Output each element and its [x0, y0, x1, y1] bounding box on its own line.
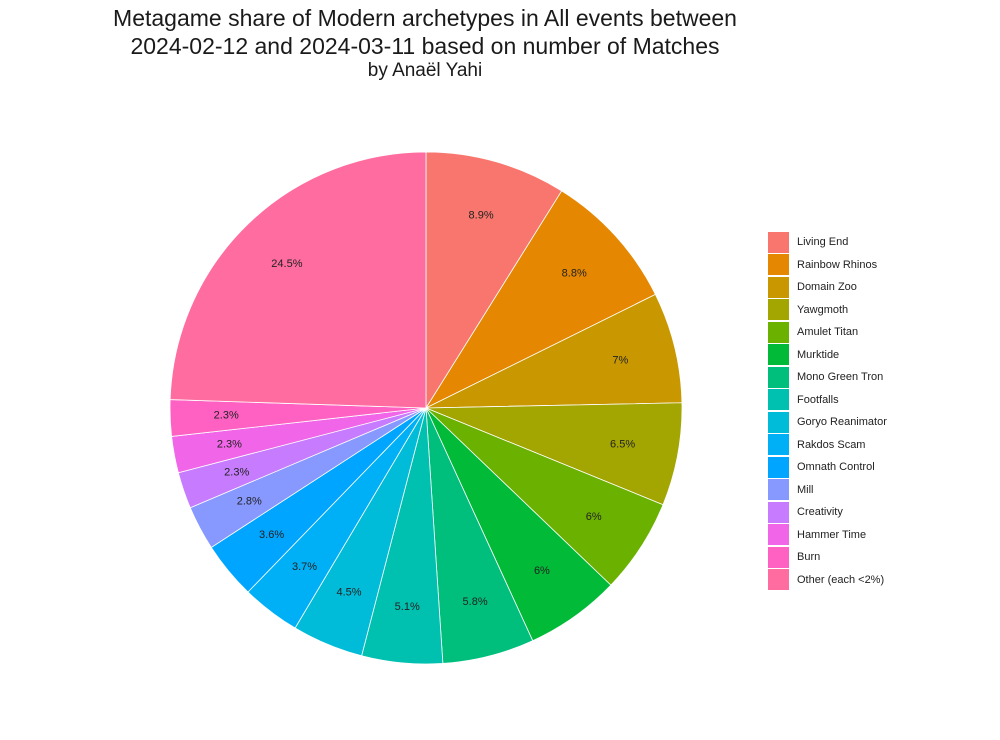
legend-item: Mono Green Tron [768, 366, 887, 389]
legend-item: Mill [768, 479, 887, 502]
chart-title: Metagame share of Modern archetypes in A… [0, 4, 850, 60]
legend-swatch [768, 411, 789, 433]
legend-swatch [768, 569, 789, 591]
slice-label-5: 6% [534, 565, 550, 577]
slice-label-7: 5.1% [395, 601, 420, 613]
slice-label-10: 3.6% [259, 529, 284, 541]
chart-subtitle: by Anaël Yahi [367, 60, 483, 81]
legend: Living End Rainbow Rhinos Domain Zoo Yawgmo… [768, 231, 887, 591]
chart-title-line-1: Metagame share of Modern archetypes in A… [113, 5, 737, 31]
legend-label: Other (each <2%) [797, 573, 885, 586]
pie-chart: 8.9% 8.8% 7% 6.5% 6% 6% 5.8% 5.1% 4.5% 3.7% 3.6% 2.… [169, 151, 683, 665]
legend-item: Footfalls [768, 389, 887, 412]
legend-swatch [768, 231, 789, 253]
legend-label: Murktide [797, 348, 840, 361]
legend-label: Creativity [797, 506, 843, 519]
legend-swatch [768, 299, 789, 321]
legend-item: Burn [768, 546, 887, 569]
legend-swatch [768, 389, 789, 411]
pie-slice-15 [169, 151, 427, 409]
slice-label-4: 6% [586, 511, 602, 523]
legend-item: Rainbow Rhinos [768, 254, 887, 277]
pie-slice-1 [424, 190, 656, 409]
legend-item: Yawgmoth [768, 299, 887, 322]
chart-title-line-2: 2024-02-12 and 2024-03-11 based on numbe… [130, 33, 720, 59]
legend-label: Rainbow Rhinos [797, 258, 878, 271]
legend-item: Other (each <2%) [768, 569, 887, 592]
legend-item: Hammer Time [768, 524, 887, 547]
legend-label: Footfalls [797, 393, 839, 406]
legend-swatch [768, 479, 789, 501]
legend-swatch [768, 546, 789, 568]
legend-label: Domain Zoo [797, 281, 857, 294]
legend-label: Amulet Titan [797, 326, 859, 339]
legend-swatch [768, 254, 789, 276]
slice-label-15: 24.5% [271, 258, 302, 270]
legend-label: Yawgmoth [797, 303, 849, 316]
legend-swatch [768, 366, 789, 388]
slice-label-14: 2.3% [214, 410, 239, 422]
legend-item: Murktide [768, 344, 887, 367]
slice-label-11: 2.8% [237, 496, 262, 508]
legend-item: Domain Zoo [768, 276, 887, 299]
legend-swatch [768, 524, 789, 546]
slice-label-8: 4.5% [336, 587, 361, 599]
legend-item: Creativity [768, 501, 887, 524]
legend-item: Living End [768, 231, 887, 254]
legend-label: Goryo Reanimator [797, 416, 887, 429]
legend-label: Omnath Control [797, 461, 875, 474]
pie-slice-0 [425, 151, 563, 410]
legend-swatch [768, 501, 789, 523]
legend-item: Goryo Reanimator [768, 411, 887, 434]
legend-label: Living End [797, 236, 849, 249]
legend-swatch [768, 456, 789, 478]
legend-swatch [768, 434, 789, 456]
pie-labels: 8.9% 8.8% 7% 6.5% 6% 6% 5.8% 5.1% 4.5% 3.7% 3.6% 2.… [214, 210, 636, 613]
slice-label-9: 3.7% [292, 561, 317, 573]
legend-label: Rakdos Scam [797, 438, 866, 451]
legend-label: Hammer Time [797, 528, 867, 541]
legend-label: Mono Green Tron [797, 371, 884, 384]
legend-item: Rakdos Scam [768, 434, 887, 457]
legend-swatch [768, 344, 789, 366]
slice-label-3: 6.5% [610, 438, 635, 450]
pie-slice-2 [425, 293, 683, 409]
legend-swatch [768, 276, 789, 298]
slice-label-13: 2.3% [217, 438, 242, 450]
legend-swatch [768, 321, 789, 343]
legend-item: Amulet Titan [768, 321, 887, 344]
legend-item: Omnath Control [768, 456, 887, 479]
legend-label: Burn [797, 551, 821, 564]
slice-label-0: 8.9% [469, 210, 494, 222]
pie-slices [169, 151, 683, 665]
slice-label-6: 5.8% [463, 596, 488, 608]
slice-label-2: 7% [612, 354, 628, 366]
slice-label-12: 2.3% [224, 466, 249, 478]
legend-label: Mill [797, 483, 814, 496]
slice-label-1: 8.8% [562, 268, 587, 280]
